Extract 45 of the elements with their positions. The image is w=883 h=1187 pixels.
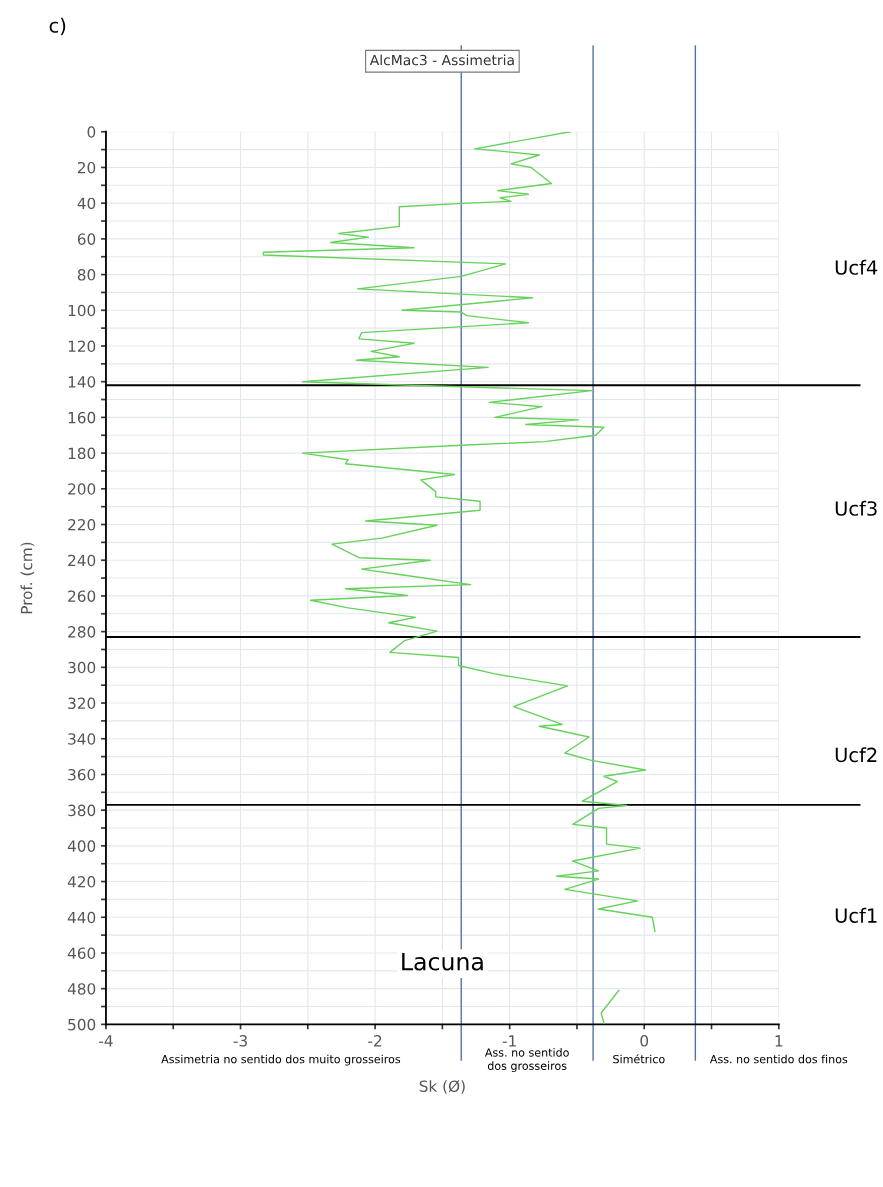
y-tick-label: 60 [77,233,96,245]
y-tick-label: 480 [67,983,96,995]
y-tick-label: 280 [68,626,96,638]
y-tick-label: 460 [67,947,96,959]
x-axis-title: Sk (Ø) [419,1080,465,1094]
y-tick-label: 80 [77,269,96,281]
x-tick-label: -2 [368,1035,382,1047]
y-tick-label: 360 [68,768,96,781]
x-tick-label: 0 [640,1035,649,1047]
x-tick-label: 1 [775,1035,783,1047]
y-tick-label: 260 [68,590,96,602]
text: Ass. no sentido dos finos [709,1054,848,1064]
x-tick-label: -3 [233,1035,247,1047]
text: Ucf3 [835,500,877,516]
y-tick-label: 0 [87,126,96,138]
x-tick-label: -4 [99,1035,113,1047]
y-tick-label: 120 [68,340,96,353]
y-tick-label: 320 [68,697,96,710]
text: Ucf4 [835,259,878,275]
y-tick-label: 240 [68,554,96,567]
y-tick-label: 100 [68,304,96,317]
y-tick-label: 20 [77,161,96,174]
text: Ucf2 [835,747,877,763]
y-tick-label: 180 [68,447,96,460]
text: Simétrico [613,1054,665,1064]
text: Ass. no sentido dos grosseiros [484,1048,569,1073]
y-tick-label: 140 [68,376,96,388]
text: c) [49,17,66,36]
y-axis-title: Prof. (cm) [20,542,35,614]
annotation: Lacuna [402,952,483,971]
y-tick-label: 220 [68,518,96,531]
y-tick-label: 500 [68,1018,96,1031]
chart-title: AlcMac3 - Assimetria [369,54,514,66]
text: Assimetria no sentido dos muito grosseiros [161,1054,401,1066]
y-tick-label: 420 [67,876,96,888]
x-tick-label: -1 [502,1035,516,1047]
y-tick-label: 300 [68,661,96,674]
y-tick-label: 200 [68,483,96,495]
y-tick-label: 400 [67,840,96,852]
y-tick-label: 40 [77,197,96,210]
y-tick-label: 160 [68,411,96,424]
text: Ucf1 [835,907,877,923]
y-tick-label: 340 [68,733,96,745]
y-tick-label: 380 [68,804,96,817]
y-tick-label: 440 [67,911,96,924]
